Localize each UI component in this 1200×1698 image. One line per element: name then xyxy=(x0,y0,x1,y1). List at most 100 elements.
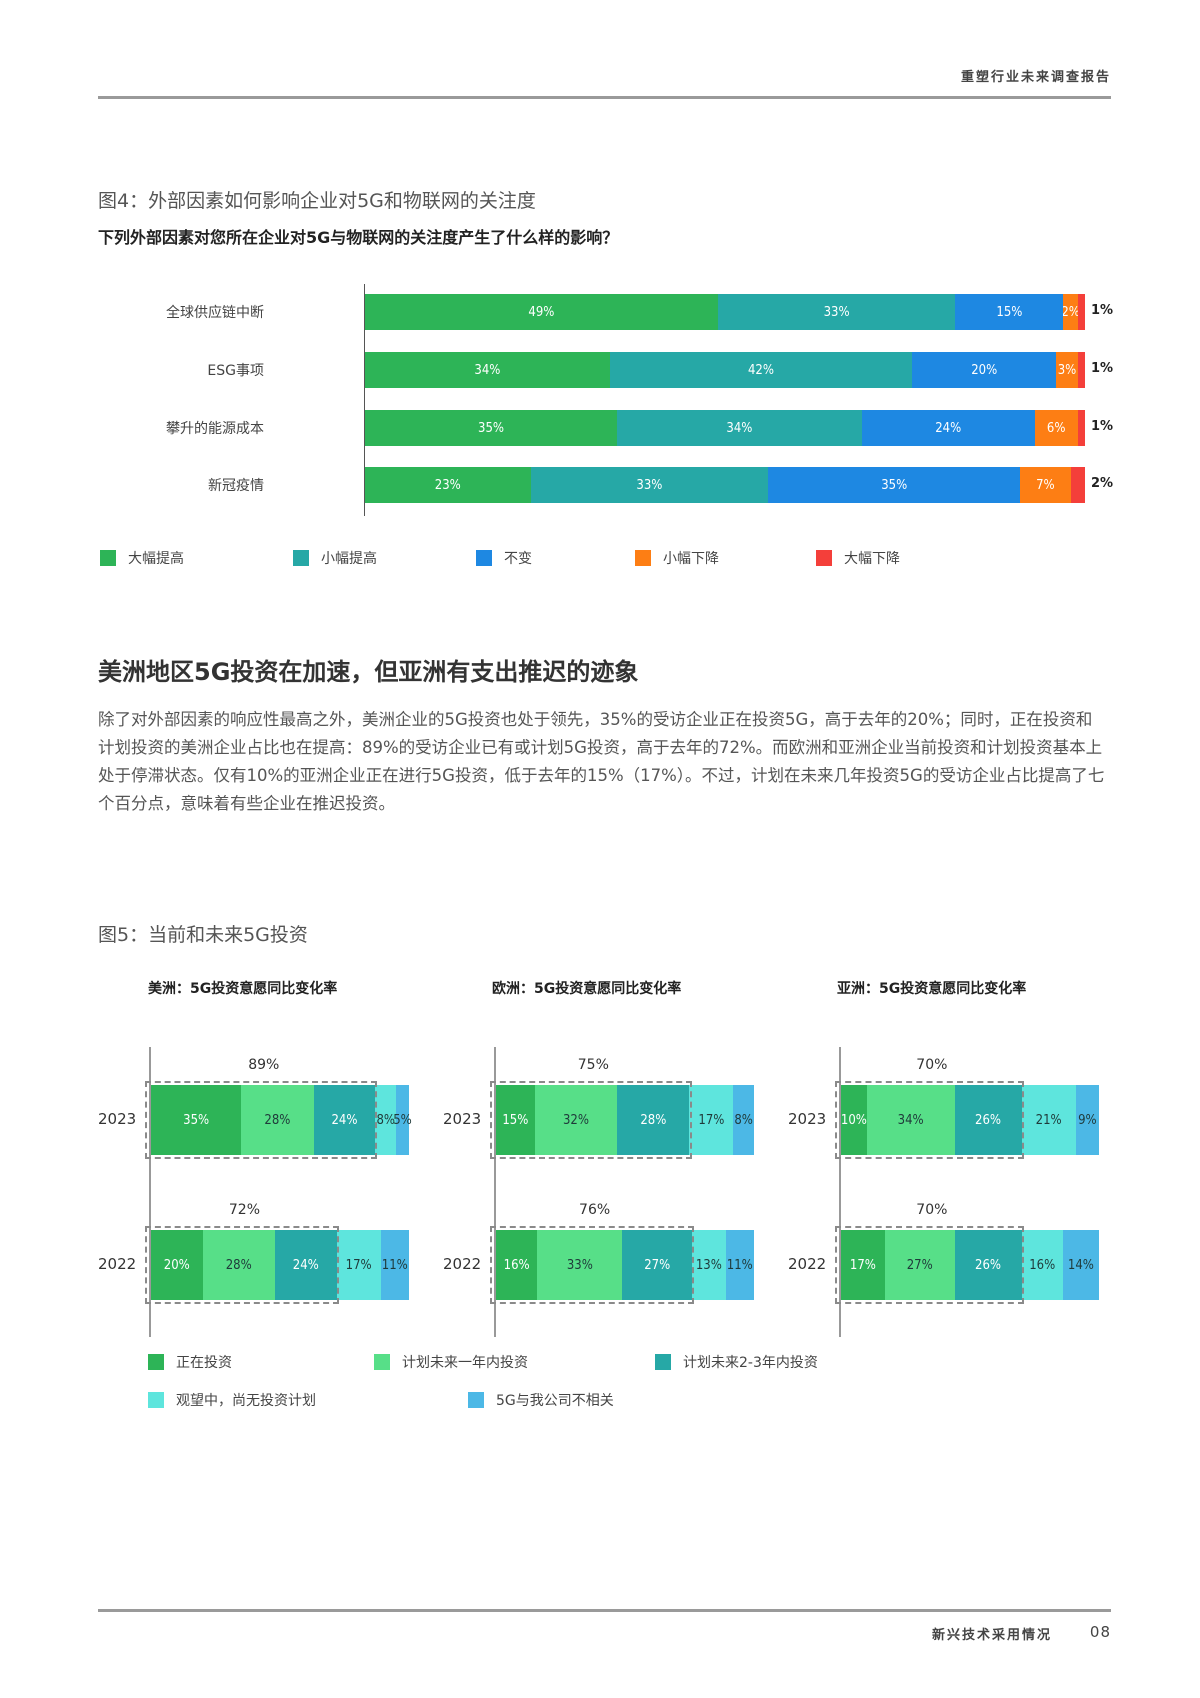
chart-row: 攀升的能源成本 35% 34% 24% 6% 1% xyxy=(0,410,1120,446)
bar-segment: 3% xyxy=(1056,352,1078,388)
bar-segment: 10% xyxy=(841,1085,867,1155)
bar-segment: 26% xyxy=(954,1085,1022,1155)
bar-segment: 7% xyxy=(1020,467,1071,503)
stacked-bar: 35% 28% 24% 8% 5% xyxy=(151,1085,412,1155)
investing-total-box xyxy=(145,1081,378,1159)
legend-item: 5G与我公司不相关 xyxy=(468,1390,614,1410)
legend-item: 小幅提高 xyxy=(293,548,377,568)
investing-total-box xyxy=(490,1226,695,1304)
header-divider xyxy=(98,96,1111,99)
bar-segment: 35% xyxy=(768,467,1021,503)
chart-row: 全球供应链中断 49%33%15%2% 1% xyxy=(0,294,1120,330)
bar-segment: 17% xyxy=(336,1230,381,1300)
total-label: 70% xyxy=(916,1202,948,1218)
bar-segment: 11% xyxy=(725,1230,754,1300)
section-heading: 美洲地区5G投资在加速，但亚洲有支出推迟的迹象 xyxy=(98,658,639,686)
value-label: 1% xyxy=(1091,419,1114,434)
chart-row: 新冠疫情 23% 33% 35% 7% 2% xyxy=(0,467,1120,503)
bar-segment: 17% xyxy=(689,1085,734,1155)
bar-segment: 23% xyxy=(365,467,531,503)
year-label: 2023 xyxy=(443,1110,482,1128)
bar-segment: 20% xyxy=(151,1230,203,1300)
bar-segment: 2% xyxy=(1063,294,1078,330)
legend-item: 小幅下降 xyxy=(635,548,719,568)
stacked-bar: 17% 27% 26% 16% 14% xyxy=(841,1230,1099,1300)
bar-segment: 13% xyxy=(692,1230,726,1300)
row-label: 攀升的能源成本 xyxy=(166,421,264,437)
total-label: 75% xyxy=(577,1057,609,1073)
chart-panel: 2023 10% 34% 26% 21% 9% 70% 2022 17% 27% 26% 16% 14%… xyxy=(786,1045,1116,1337)
bar-segment: 17% xyxy=(841,1230,885,1300)
footer-divider xyxy=(98,1609,1111,1612)
bar-segment: 9% xyxy=(1075,1085,1099,1155)
legend-item: 计划未来2-3年内投资 xyxy=(655,1352,818,1372)
bar-segment: 27% xyxy=(622,1230,693,1300)
stacked-bar: 34% 42% 20% 3% xyxy=(365,352,1085,388)
bar-segment: 15% xyxy=(955,294,1064,330)
investing-total-box xyxy=(145,1226,339,1304)
bar-segment: 8% xyxy=(733,1085,754,1155)
legend-swatch xyxy=(100,550,116,566)
bar-segment: 16% xyxy=(1021,1230,1063,1300)
bar-segment: 8% xyxy=(375,1085,397,1155)
bar-segment: 27% xyxy=(884,1230,955,1300)
year-label: 2023 xyxy=(98,1110,137,1128)
bar-segment: 20% xyxy=(912,352,1057,388)
page-number: 08 xyxy=(1089,1623,1111,1641)
bar-segment: 28% xyxy=(202,1230,275,1300)
stacked-bar: 10% 34% 26% 21% 9% xyxy=(841,1085,1099,1155)
legend-swatch xyxy=(148,1354,164,1370)
legend-swatch xyxy=(468,1392,484,1408)
chart-panel: 2023 35% 28% 24% 8% 5% 89% 2022 20% 28% 24% 17% 11% 7… xyxy=(96,1045,426,1337)
total-label: 89% xyxy=(248,1057,280,1073)
bar-segment: 28% xyxy=(617,1085,690,1155)
legend-item: 计划未来一年内投资 xyxy=(374,1352,528,1372)
bar-segment: 11% xyxy=(380,1230,409,1300)
total-label: 72% xyxy=(228,1202,260,1218)
bar-segment: 42% xyxy=(609,352,913,388)
bar-segment: 33% xyxy=(537,1230,623,1300)
bar-segment: 33% xyxy=(530,467,769,503)
report-title: 重塑行业未来调查报告 xyxy=(960,70,1111,85)
figure4-title: 图4：外部因素如何影响企业对5G和物联网的关注度 xyxy=(98,190,536,212)
legend-swatch xyxy=(816,550,832,566)
bar-segment: 14% xyxy=(1062,1230,1099,1300)
total-label: 76% xyxy=(579,1202,611,1218)
investing-total-box xyxy=(835,1081,1024,1159)
chart-row: ESG事项 34% 42% 20% 3% 1% xyxy=(0,352,1120,388)
bar-segment xyxy=(1077,294,1085,330)
bar-segment: 15% xyxy=(496,1085,535,1155)
stacked-bar: 49%33%15%2% xyxy=(365,294,1085,330)
bar-segment: 24% xyxy=(313,1085,376,1155)
legend-swatch xyxy=(635,550,651,566)
bar-segment: 26% xyxy=(954,1230,1022,1300)
panel-axis xyxy=(149,1047,151,1337)
bar-segment: 16% xyxy=(496,1230,538,1300)
panel-subtitle-americas: 美洲：5G投资意愿同比变化率 xyxy=(148,981,338,997)
stacked-bar: 15% 32% 28% 17% 8% xyxy=(496,1085,754,1155)
value-label: 1% xyxy=(1091,303,1114,318)
bar-segment: 28% xyxy=(241,1085,314,1155)
figure4-legend: 大幅提高 小幅提高 不变 小幅下降 大幅下降 xyxy=(98,548,998,570)
bar-segment: 5% xyxy=(393,1085,412,1155)
panel-axis xyxy=(494,1047,496,1337)
value-label: 2% xyxy=(1091,476,1114,491)
stacked-bar: 16% 33% 27% 13% 11% xyxy=(496,1230,754,1300)
year-label: 2023 xyxy=(788,1110,827,1128)
panel-axis xyxy=(839,1047,841,1337)
section-body: 除了对外部因素的响应性最高之外，美洲企业的5G投资也处于领先，35%的受访企业正… xyxy=(98,710,1105,813)
bar-segment xyxy=(1077,410,1085,446)
total-label: 70% xyxy=(916,1057,948,1073)
year-label: 2022 xyxy=(788,1255,827,1273)
bar-segment: 34% xyxy=(866,1085,955,1155)
bar-segment xyxy=(1077,352,1085,388)
stacked-bar: 20% 28% 24% 17% 11% xyxy=(151,1230,409,1300)
figure5-title: 图5：当前和未来5G投资 xyxy=(98,924,308,946)
year-label: 2022 xyxy=(98,1255,137,1273)
row-label: 全球供应链中断 xyxy=(166,305,264,321)
legend-swatch xyxy=(374,1354,390,1370)
legend-item: 大幅下降 xyxy=(816,548,900,568)
footer-title: 新兴技术采用情况 xyxy=(931,1628,1052,1643)
year-label: 2022 xyxy=(443,1255,482,1273)
bar-segment: 21% xyxy=(1021,1085,1076,1155)
